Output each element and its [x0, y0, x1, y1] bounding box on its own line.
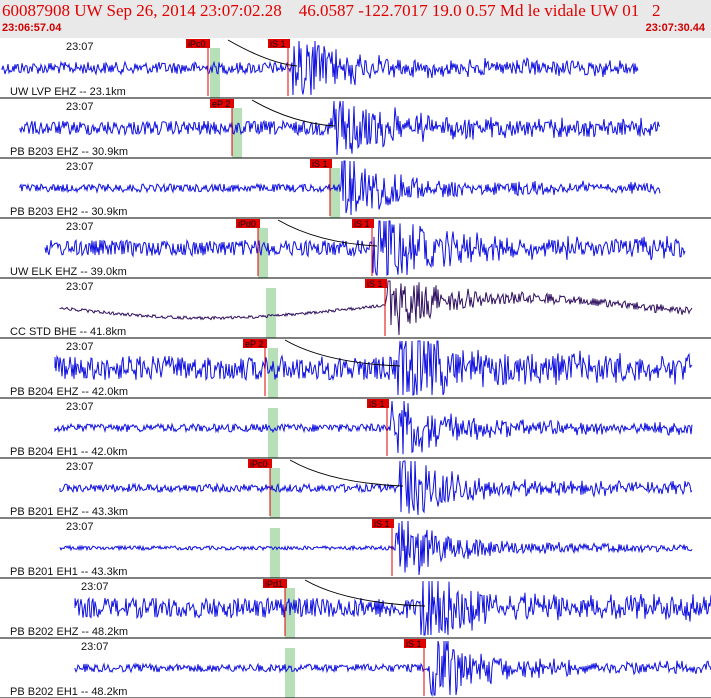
arrival-curve [227, 39, 298, 67]
station-label: PB B204 EHZ -- 42.0km [10, 386, 128, 398]
waveform [1, 40, 639, 96]
trace-row: iS 1 23:07 CC STD BHE -- 41.8km [0, 279, 711, 339]
station-label: PB B201 EHZ -- 43.3km [10, 506, 128, 518]
s-pick-flag [365, 279, 387, 288]
seismogram-panel[interactable]: iPc0 iS 1 23:07 UW LVP EHZ -- 23.1km eP 2 23:… [0, 38, 711, 698]
station-label: CC STD BHE -- 41.8km [10, 326, 126, 338]
s-pick-label: iS 1 [354, 219, 370, 229]
p-pick-flag [186, 39, 210, 48]
s-pick-label: iS 1 [367, 279, 383, 289]
p-pick-label: iPc0 [188, 39, 206, 49]
p-pick-label: iPc0 [250, 459, 268, 469]
trace-row: iPd0 iS 1 23:07 UW ELK EHZ -- 39.0km [0, 219, 711, 279]
waveform [44, 220, 686, 277]
p-pick-flag [248, 459, 272, 468]
time-label: 23:07 [66, 401, 94, 413]
trace-row: iPc0 iS 1 23:07 UW LVP EHZ -- 23.1km [0, 39, 711, 99]
waveform [54, 340, 693, 396]
p-pick-label: iPd1 [265, 579, 283, 589]
arrival-curve [289, 459, 404, 487]
time-label: 23:07 [66, 461, 94, 473]
station-label: UW ELK EHZ -- 39.0km [10, 266, 127, 278]
time-label: 23:07 [81, 641, 109, 653]
s-pick-flag [404, 639, 426, 648]
pick-window [270, 468, 280, 518]
waveform [59, 460, 693, 516]
pick-window [330, 168, 340, 218]
station-label: PB B202 EHZ -- 48.2km [10, 626, 128, 638]
pick-window [232, 108, 242, 158]
s-pick-label: iS 1 [374, 519, 390, 529]
trace-row: iS 1 23:07 PB B201 EH1 -- 43.3km [0, 519, 711, 579]
waveform [59, 520, 693, 576]
time-label: 23:07 [66, 521, 94, 533]
arrival-curve [251, 99, 336, 127]
time-label: 23:07 [66, 101, 94, 113]
arrival-curve [304, 579, 426, 607]
station-label: PB B202 EH1 -- 48.2km [10, 686, 127, 698]
pick-window [210, 48, 220, 98]
start-time-label: 23:06:57.04 [2, 22, 62, 34]
s-pick-flag [310, 159, 332, 168]
s-pick-label: iS 1 [270, 39, 286, 49]
end-time-label: 23:07:30.44 [645, 22, 705, 34]
event-header: 60087908 UW Sep 26, 2014 23:07:02.28 46.… [0, 0, 711, 38]
station-label: UW LVP EHZ -- 23.1km [10, 86, 126, 98]
time-label: 23:07 [66, 281, 94, 293]
pick-window [268, 348, 278, 398]
time-label: 23:07 [66, 221, 94, 233]
s-pick-label: iS 1 [369, 399, 385, 409]
p-pick-label: iPd0 [238, 219, 256, 229]
waveform [74, 580, 711, 636]
waveform [74, 640, 711, 697]
trace-row: iPd1 23:07 PB B202 EHZ -- 48.2km [0, 579, 711, 639]
p-pick-flag [243, 339, 267, 348]
station-label: PB B204 EH1 -- 42.0km [10, 446, 127, 458]
waveform [19, 100, 661, 156]
station-label: PB B203 EHZ -- 30.9km [10, 146, 128, 158]
s-pick-label: iS 1 [312, 159, 328, 169]
pick-window [285, 648, 295, 698]
seismogram-svg[interactable]: iPc0 iS 1 23:07 UW LVP EHZ -- 23.1km eP 2 23:… [0, 38, 711, 698]
trace-row: eP 2 23:07 PB B203 EHZ -- 30.9km [0, 99, 711, 159]
p-pick-flag [210, 99, 234, 108]
s-pick-flag [352, 219, 374, 228]
waveform [54, 400, 693, 455]
trace-row: eP 2 23:07 PB B204 EHZ -- 42.0km [0, 339, 711, 399]
event-title: 60087908 UW Sep 26, 2014 23:07:02.28 46.… [2, 1, 661, 20]
trace-row: iS 1 23:07 PB B203 EH2 -- 30.9km [0, 159, 711, 219]
s-pick-flag [367, 399, 389, 408]
pick-window [270, 528, 280, 578]
trace-row: iPc0 23:07 PB B201 EHZ -- 43.3km [0, 459, 711, 519]
time-label: 23:07 [81, 581, 109, 593]
s-pick-flag [268, 39, 290, 48]
p-pick-label: eP 2 [212, 99, 230, 109]
p-pick-flag [263, 579, 287, 588]
time-label: 23:07 [66, 41, 94, 53]
trace-row: iS 1 23:07 PB B202 EH1 -- 48.2km [0, 639, 711, 698]
p-pick-label: eP 2 [245, 339, 263, 349]
trace-row: iS 1 23:07 PB B204 EH1 -- 42.0km [0, 399, 711, 459]
p-pick-flag [236, 219, 260, 228]
pick-window [258, 228, 268, 278]
pick-window [266, 288, 276, 338]
station-label: PB B201 EH1 -- 43.3km [10, 566, 127, 578]
waveform [59, 280, 693, 336]
s-pick-label: iS 1 [406, 639, 422, 649]
arrival-curve [284, 339, 401, 367]
arrival-curve [277, 219, 378, 247]
time-label: 23:07 [66, 341, 94, 353]
station-label: PB B203 EH2 -- 30.9km [10, 206, 127, 218]
s-pick-flag [372, 519, 394, 528]
waveform [19, 160, 661, 216]
time-label: 23:07 [66, 161, 94, 173]
